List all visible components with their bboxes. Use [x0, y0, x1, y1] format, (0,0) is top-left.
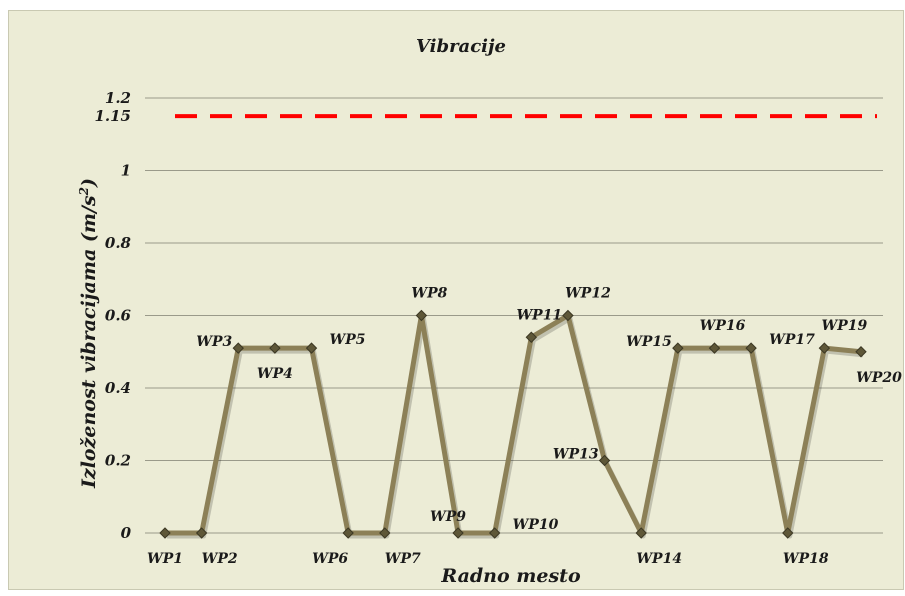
data-label: WP3 — [196, 334, 232, 350]
data-point-marker — [525, 331, 538, 343]
data-point-marker — [342, 527, 354, 539]
data-label: WP1 — [147, 551, 183, 567]
data-label: WP15 — [626, 334, 672, 350]
data-label: WP19 — [822, 318, 868, 334]
y-tick-label: 0.4 — [105, 379, 131, 397]
y-tick-label: 0.2 — [105, 452, 131, 470]
data-label: WP13 — [553, 447, 599, 463]
data-label: WP4 — [257, 366, 293, 382]
data-point-marker — [598, 454, 611, 467]
data-label: WP11 — [516, 307, 562, 323]
data-label: WP7 — [385, 551, 421, 567]
data-label: WP12 — [565, 286, 611, 302]
data-point-marker — [745, 342, 757, 354]
data-point-marker — [672, 342, 684, 354]
data-point-marker — [305, 342, 318, 354]
y-tick-label: 0.8 — [105, 234, 132, 252]
data-label: WP5 — [330, 332, 366, 348]
data-point-marker — [379, 527, 391, 539]
data-point-marker — [562, 309, 574, 322]
data-point-marker — [855, 346, 867, 358]
data-label: WP16 — [700, 318, 746, 334]
data-label: WP18 — [783, 551, 829, 567]
line-chart: Vibracije 00.20.40.60.811.151.2 WP1 WP2WP… — [77, 36, 902, 587]
data-label: WP10 — [513, 517, 559, 533]
data-point-marker — [269, 342, 281, 354]
y-axis-ticks: 0 0.2 0.4 0.6 0.8 1 1.151.2 — [94, 89, 131, 542]
data-point-marker — [232, 342, 244, 354]
y-axis-title: Izloženost vibracijama (m/s2) — [77, 178, 100, 489]
x-axis-title: Radno mesto — [440, 565, 581, 587]
data-point-marker — [195, 527, 208, 539]
y-tick-label: 1.15 — [94, 107, 131, 125]
y-tick-label: 1 — [121, 162, 131, 180]
data-point-marker — [159, 527, 171, 539]
y-tick-label: 1.2 — [105, 89, 131, 107]
grid — [145, 97, 883, 534]
data-label: WP2 — [202, 551, 238, 567]
data-label: WP9 — [430, 509, 466, 525]
data-point-marker — [452, 527, 464, 539]
series-line-shadow — [167, 316, 864, 539]
chart-title: Vibracije — [416, 36, 506, 57]
data-markers — [159, 309, 867, 539]
y-tick-label: 0.6 — [105, 307, 132, 325]
data-point-marker — [708, 342, 721, 354]
data-label: WP20 — [856, 370, 902, 386]
data-point-marker — [415, 309, 428, 322]
data-point-marker — [635, 527, 647, 539]
data-point-marker — [782, 527, 794, 539]
chart-frame: Vibracije 0 0.2 0.4 0.6 0.8 1 1.15 1.2 WP1 WP2 WP… — [8, 10, 904, 590]
series-line — [165, 313, 862, 536]
data-label: WP6 — [312, 551, 348, 567]
data-point-marker — [818, 342, 831, 354]
data-label: WP17 — [769, 332, 815, 348]
data-point-marker — [488, 527, 501, 539]
data-label: WP14 — [636, 551, 682, 567]
data-label: WP8 — [411, 286, 447, 302]
y-tick-label: 0 — [121, 524, 132, 542]
